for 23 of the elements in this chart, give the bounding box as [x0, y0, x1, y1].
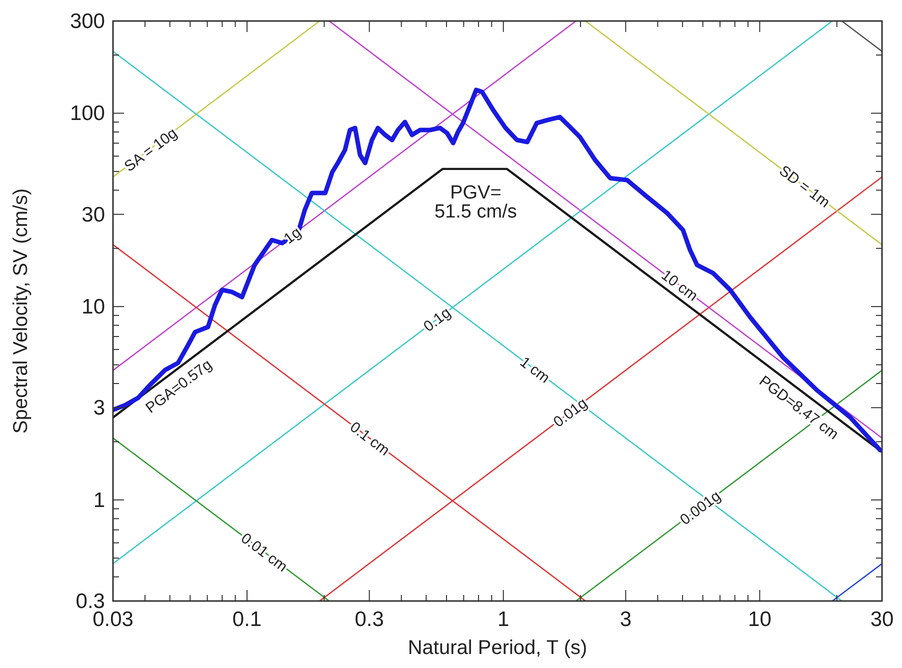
y-tick-label: 30 [82, 203, 105, 226]
y-tick-label: 10 [82, 296, 105, 319]
y-tick-label: 100 [70, 102, 105, 126]
annotation: 0.01 cm [238, 530, 290, 576]
x-tick-label: 10 [748, 608, 772, 631]
annotation: 10 cm [658, 266, 701, 305]
x-tick-label: 30 [870, 608, 894, 631]
x-tick-label: 1 [498, 608, 510, 631]
annotation: SD = 1m [776, 162, 833, 212]
x-tick-label: 0.1 [232, 608, 262, 631]
annotation: 1 cm [516, 354, 553, 387]
y-axis-title: Spectral Velocity, SV (cm/s) [10, 188, 32, 434]
annotation: PGV= 51.5 cm/s [434, 182, 517, 222]
annotation: 1g [280, 224, 304, 248]
y-tick-label: 300 [70, 10, 105, 33]
annotation: SA = 10g [121, 124, 180, 176]
x-tick-label: 3 [620, 608, 632, 631]
annotation: 0.1g [420, 304, 454, 336]
y-tick-label: 3 [93, 396, 105, 420]
x-axis-title: Natural Period, T (s) [408, 637, 588, 659]
annotation: 0.1 cm [346, 418, 393, 460]
x-tick-label: 0.3 [354, 608, 384, 631]
y-tick-label: 1 [93, 488, 105, 512]
